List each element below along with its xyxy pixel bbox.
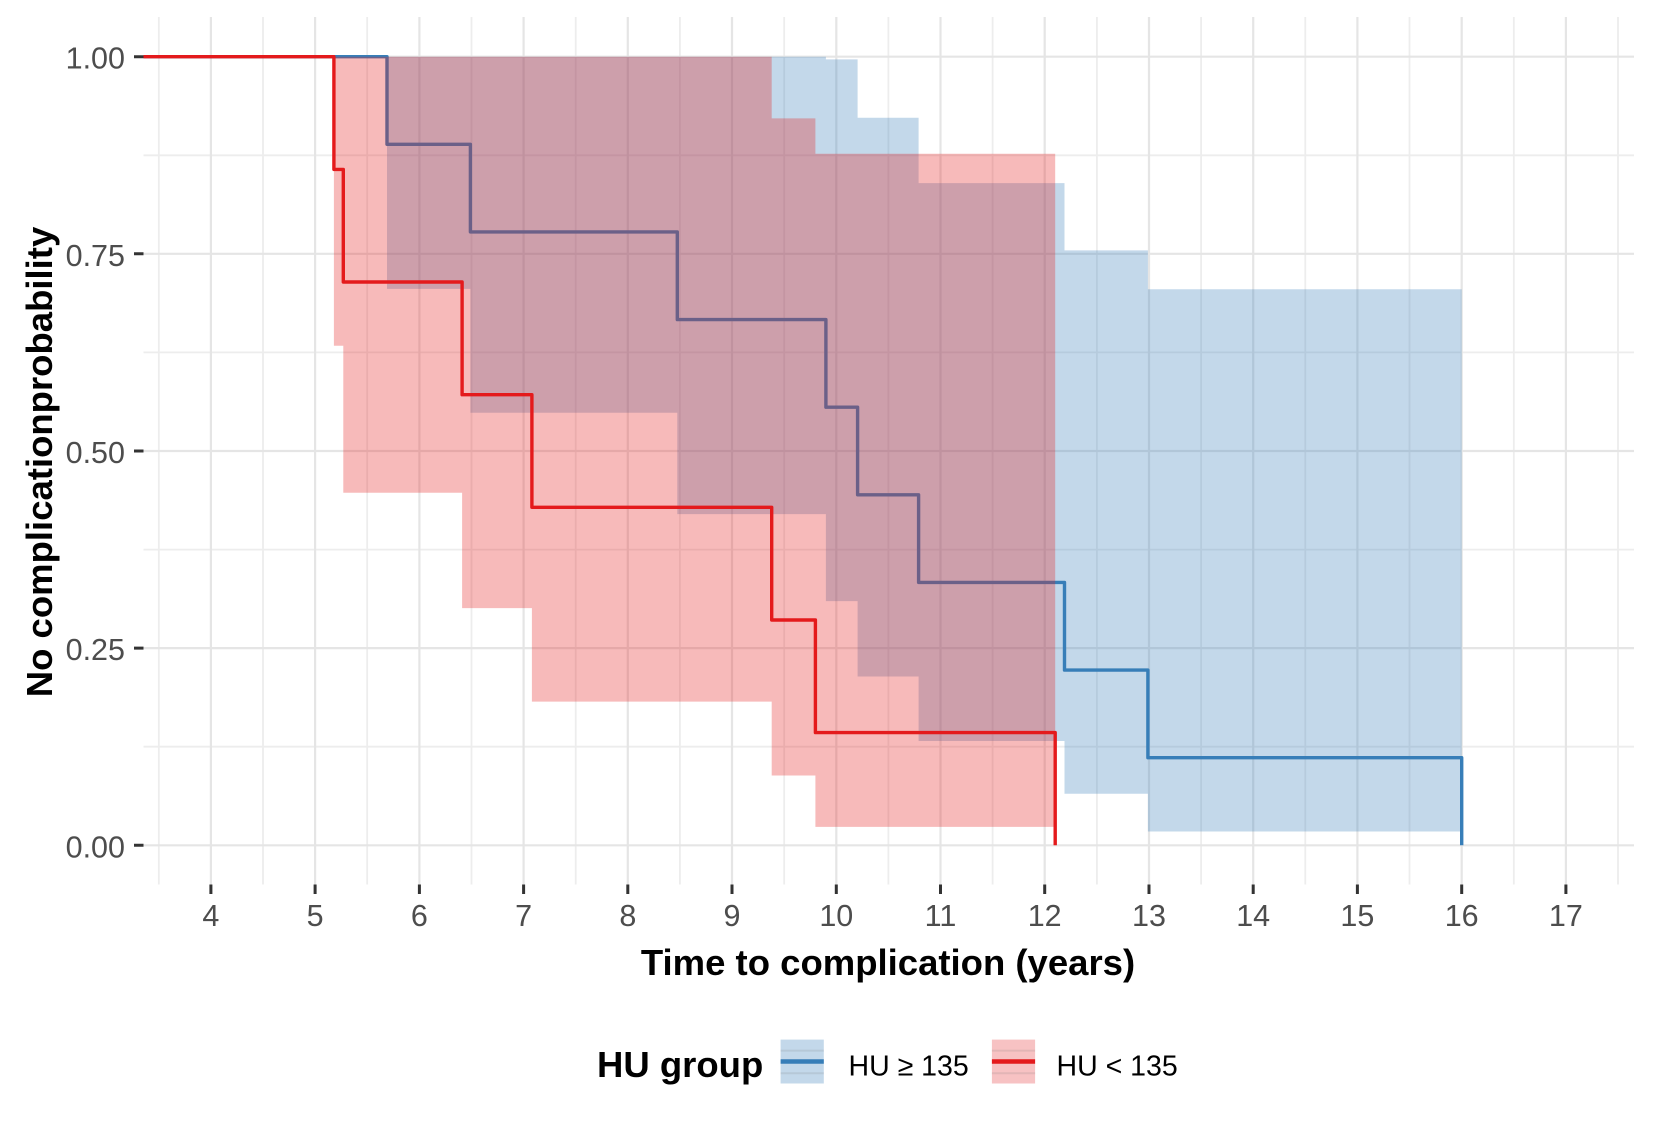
svg-text:HU < 135: HU < 135 bbox=[1057, 1051, 1178, 1083]
svg-text:10: 10 bbox=[819, 899, 853, 933]
svg-text:1.00: 1.00 bbox=[66, 42, 125, 76]
svg-text:No complicationprobability: No complicationprobability bbox=[19, 226, 60, 697]
svg-text:9: 9 bbox=[724, 899, 741, 933]
svg-text:17: 17 bbox=[1549, 899, 1583, 933]
svg-text:5: 5 bbox=[307, 899, 324, 933]
svg-text:13: 13 bbox=[1132, 899, 1166, 933]
svg-text:0.25: 0.25 bbox=[66, 633, 125, 667]
svg-text:0.75: 0.75 bbox=[66, 239, 125, 273]
svg-text:HU ≥ 135: HU ≥ 135 bbox=[849, 1051, 969, 1083]
svg-text:HU group: HU group bbox=[597, 1044, 763, 1085]
svg-text:8: 8 bbox=[619, 899, 636, 933]
svg-text:0.50: 0.50 bbox=[66, 436, 125, 470]
svg-text:6: 6 bbox=[411, 899, 428, 933]
svg-text:15: 15 bbox=[1340, 899, 1374, 933]
svg-text:7: 7 bbox=[515, 899, 532, 933]
svg-text:Time to complication (years): Time to complication (years) bbox=[641, 942, 1135, 983]
svg-text:0.00: 0.00 bbox=[66, 830, 125, 864]
svg-text:14: 14 bbox=[1236, 899, 1270, 933]
svg-text:12: 12 bbox=[1028, 899, 1062, 933]
svg-text:11: 11 bbox=[925, 899, 957, 933]
svg-text:4: 4 bbox=[202, 899, 219, 933]
svg-text:16: 16 bbox=[1445, 899, 1479, 933]
